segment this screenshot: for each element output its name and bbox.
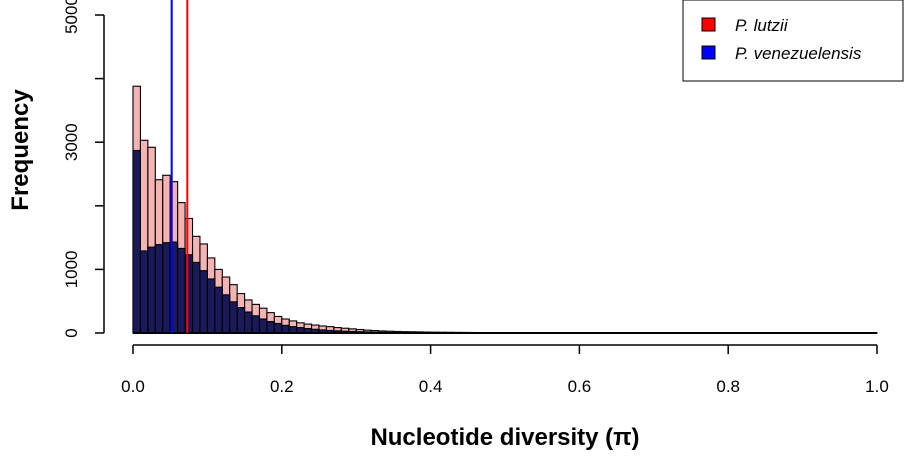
bar-venezuelensis bbox=[259, 319, 266, 333]
legend: P. lutzii P. venezuelensis bbox=[683, 0, 903, 81]
y-axis-title: Frequency bbox=[7, 89, 34, 211]
bar-venezuelensis bbox=[282, 325, 289, 333]
x-axis: 0.0 0.2 0.4 0.6 0.8 1.0 bbox=[121, 345, 889, 396]
legend-label-lutzii: P. lutzii bbox=[735, 16, 789, 35]
y-tick-label: 0 bbox=[62, 328, 81, 337]
bar-venezuelensis bbox=[215, 287, 222, 333]
x-tick-label: 0.4 bbox=[419, 377, 443, 396]
legend-label-venezuelensis: P. venezuelensis bbox=[735, 44, 862, 63]
y-tick-label: 3000 bbox=[62, 123, 81, 161]
legend-box bbox=[683, 0, 903, 81]
bar-venezuelensis bbox=[274, 323, 281, 333]
x-tick-label: 1.0 bbox=[865, 377, 889, 396]
bar-venezuelensis bbox=[245, 312, 252, 333]
y-tick-label: 5000 bbox=[62, 0, 81, 34]
bar-venezuelensis bbox=[222, 295, 229, 333]
x-tick-label: 0.8 bbox=[716, 377, 740, 396]
bar-venezuelensis bbox=[207, 279, 214, 333]
x-tick-label: 0.6 bbox=[568, 377, 592, 396]
bar-venezuelensis bbox=[140, 251, 147, 333]
bar-venezuelensis bbox=[178, 248, 185, 333]
bar-venezuelensis bbox=[252, 316, 259, 333]
bar-venezuelensis bbox=[230, 302, 237, 333]
y-tick-label: 1000 bbox=[62, 250, 81, 288]
x-axis-title: Nucleotide diversity (π) bbox=[370, 424, 639, 451]
x-tick-label: 0.0 bbox=[121, 377, 145, 396]
y-axis: 0 1000 3000 5000 bbox=[62, 0, 104, 338]
bar-venezuelensis bbox=[193, 262, 200, 333]
bar-venezuelensis bbox=[148, 247, 155, 333]
legend-swatch-venezuelensis bbox=[702, 46, 715, 59]
bar-venezuelensis bbox=[155, 245, 162, 333]
legend-swatch-lutzii bbox=[702, 18, 715, 31]
bar-venezuelensis bbox=[163, 243, 170, 333]
bar-venezuelensis bbox=[185, 255, 192, 333]
series-lutzii-bars bbox=[133, 86, 877, 333]
bar-venezuelensis bbox=[200, 271, 207, 333]
bar-venezuelensis bbox=[237, 308, 244, 333]
bar-venezuelensis bbox=[133, 150, 140, 333]
bar-venezuelensis bbox=[267, 322, 274, 333]
x-tick-label: 0.2 bbox=[270, 377, 294, 396]
